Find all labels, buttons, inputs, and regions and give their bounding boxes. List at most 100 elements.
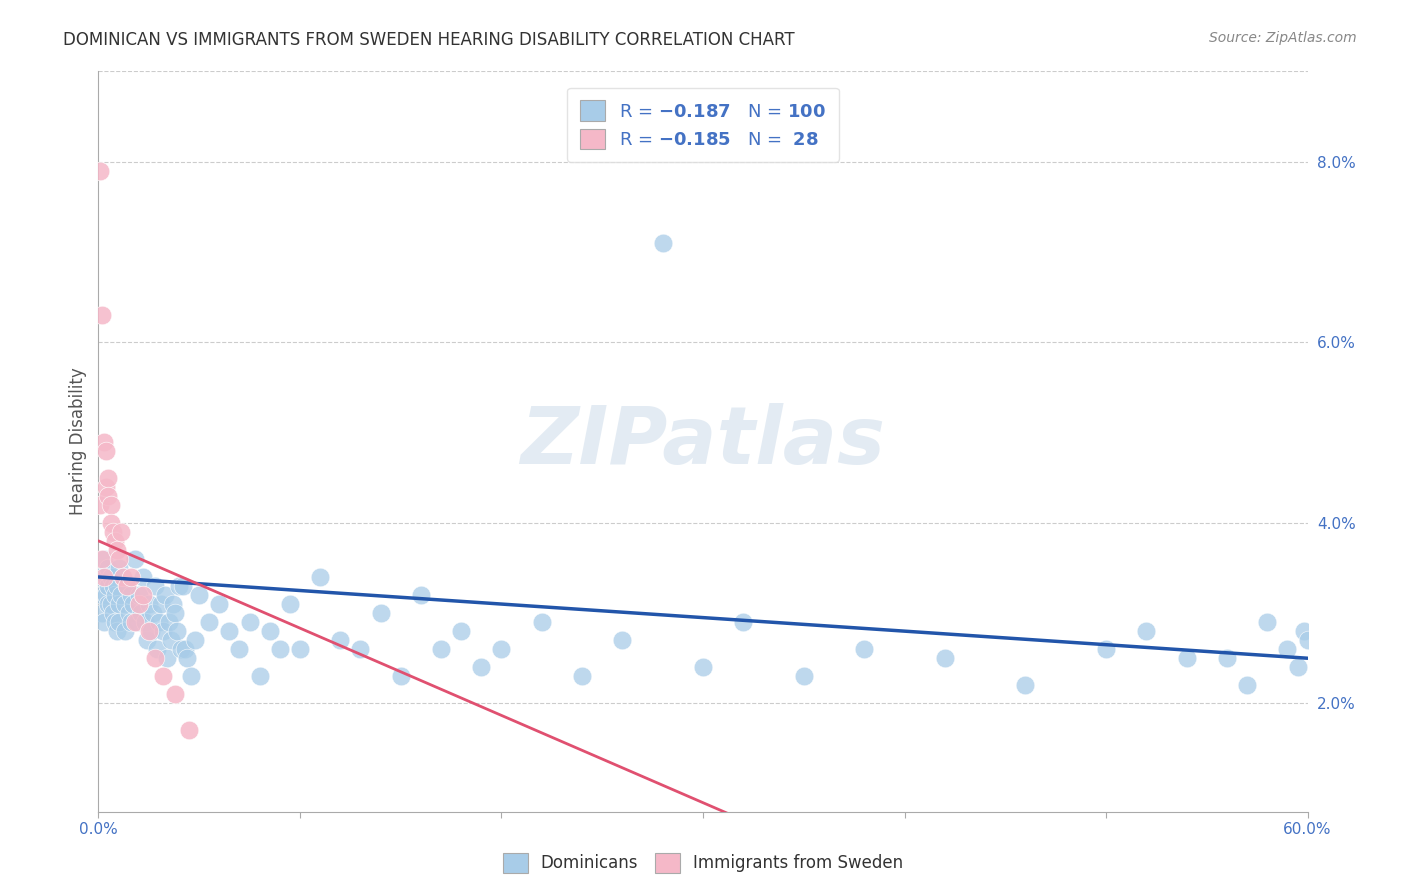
Dominicans xyxy=(128,588,150,602)
Dominicans xyxy=(166,624,188,639)
Dominicans xyxy=(1292,624,1315,639)
Dominicans xyxy=(170,642,193,657)
Dominicans xyxy=(228,642,250,657)
Dominicans xyxy=(651,235,673,250)
Dominicans xyxy=(96,588,118,602)
Dominicans xyxy=(450,624,472,639)
Dominicans xyxy=(249,669,271,683)
Dominicans xyxy=(118,606,141,620)
Dominicans xyxy=(120,588,142,602)
Immigrants from Sweden xyxy=(132,588,155,602)
Dominicans xyxy=(134,615,156,629)
Immigrants from Sweden xyxy=(91,552,114,566)
Dominicans xyxy=(129,606,152,620)
Dominicans xyxy=(121,597,143,611)
Dominicans xyxy=(1236,678,1258,692)
Dominicans xyxy=(853,642,876,657)
Dominicans xyxy=(138,597,160,611)
Dominicans xyxy=(692,660,714,674)
Dominicans xyxy=(97,561,120,575)
Dominicans xyxy=(530,615,553,629)
Dominicans xyxy=(115,579,138,593)
Dominicans xyxy=(176,651,198,665)
Immigrants from Sweden xyxy=(152,669,174,683)
Immigrants from Sweden xyxy=(96,443,118,458)
Dominicans xyxy=(259,624,281,639)
Dominicans xyxy=(132,570,155,584)
Dominicans xyxy=(733,615,755,629)
Dominicans xyxy=(120,615,142,629)
Dominicans xyxy=(218,624,240,639)
Immigrants from Sweden xyxy=(96,480,118,494)
Dominicans xyxy=(571,669,593,683)
Dominicans xyxy=(107,597,129,611)
Immigrants from Sweden xyxy=(138,624,160,639)
Dominicans xyxy=(111,570,134,584)
Immigrants from Sweden xyxy=(120,570,142,584)
Dominicans xyxy=(174,642,197,657)
Immigrants from Sweden xyxy=(100,516,122,530)
Dominicans xyxy=(105,579,128,593)
Dominicans xyxy=(612,633,634,648)
Dominicans xyxy=(156,651,179,665)
Immigrants from Sweden xyxy=(107,552,129,566)
Dominicans xyxy=(430,642,453,657)
Dominicans xyxy=(162,597,184,611)
Dominicans xyxy=(107,561,129,575)
Immigrants from Sweden xyxy=(105,542,128,557)
Text: Source: ZipAtlas.com: Source: ZipAtlas.com xyxy=(1209,31,1357,45)
Immigrants from Sweden xyxy=(179,723,201,738)
Text: DOMINICAN VS IMMIGRANTS FROM SWEDEN HEARING DISABILITY CORRELATION CHART: DOMINICAN VS IMMIGRANTS FROM SWEDEN HEAR… xyxy=(63,31,794,49)
Dominicans xyxy=(124,552,146,566)
Dominicans xyxy=(157,615,180,629)
Dominicans xyxy=(1277,642,1299,657)
Immigrants from Sweden xyxy=(143,651,166,665)
Dominicans xyxy=(139,624,162,639)
Immigrants from Sweden xyxy=(115,579,138,593)
Dominicans xyxy=(105,624,128,639)
Dominicans xyxy=(101,606,124,620)
Dominicans xyxy=(349,642,371,657)
Dominicans xyxy=(198,615,221,629)
Legend: Dominicans, Immigrants from Sweden: Dominicans, Immigrants from Sweden xyxy=(496,847,910,880)
Dominicans xyxy=(96,570,118,584)
Immigrants from Sweden xyxy=(97,489,120,503)
Immigrants from Sweden xyxy=(93,434,115,449)
Dominicans xyxy=(309,570,332,584)
Dominicans xyxy=(1256,615,1278,629)
Dominicans xyxy=(1014,678,1036,692)
Dominicans xyxy=(329,633,352,648)
Dominicans xyxy=(114,624,136,639)
Dominicans xyxy=(167,579,190,593)
Dominicans xyxy=(101,579,124,593)
Immigrants from Sweden xyxy=(124,615,146,629)
Dominicans xyxy=(1095,642,1118,657)
Dominicans xyxy=(91,588,114,602)
Dominicans xyxy=(125,615,148,629)
Immigrants from Sweden xyxy=(163,687,186,701)
Dominicans xyxy=(100,597,122,611)
Text: ZIPatlas: ZIPatlas xyxy=(520,402,886,481)
Immigrants from Sweden xyxy=(111,570,134,584)
Dominicans xyxy=(100,570,122,584)
Dominicans xyxy=(389,669,412,683)
Dominicans xyxy=(103,615,125,629)
Dominicans xyxy=(114,597,136,611)
Dominicans xyxy=(1135,624,1157,639)
Immigrants from Sweden xyxy=(103,533,125,548)
Dominicans xyxy=(135,633,157,648)
Dominicans xyxy=(409,588,432,602)
Dominicans xyxy=(97,597,120,611)
Dominicans xyxy=(149,597,172,611)
Dominicans xyxy=(470,660,492,674)
Dominicans xyxy=(1175,651,1198,665)
Dominicans xyxy=(89,570,111,584)
Immigrants from Sweden xyxy=(128,597,150,611)
Dominicans xyxy=(188,588,211,602)
Immigrants from Sweden xyxy=(93,570,115,584)
Dominicans xyxy=(172,579,194,593)
Dominicans xyxy=(239,615,262,629)
Immigrants from Sweden xyxy=(101,524,124,539)
Dominicans xyxy=(1216,651,1239,665)
Dominicans xyxy=(107,615,129,629)
